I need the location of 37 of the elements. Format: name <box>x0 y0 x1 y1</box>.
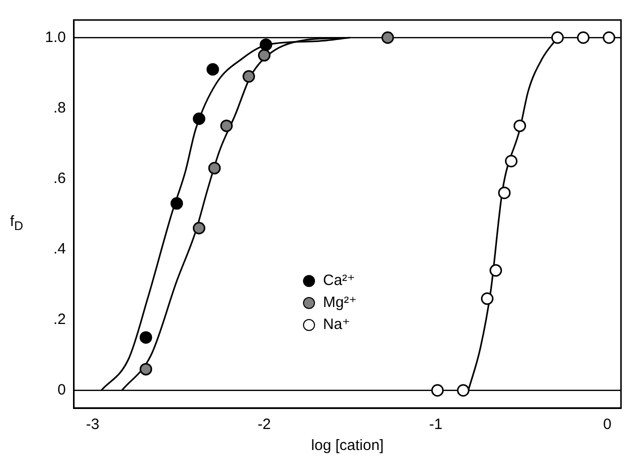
y-axis-title: f$_{D}$ <box>10 213 24 233</box>
y-tick-label: .4 <box>53 240 66 258</box>
point <box>498 186 511 200</box>
point <box>208 162 221 174</box>
point <box>514 120 526 132</box>
point <box>480 292 494 305</box>
y-tick-label: 1.0 <box>44 28 66 46</box>
point <box>170 197 184 210</box>
x-tick-label: -1 <box>429 416 442 434</box>
y-tick-label: .6 <box>53 170 66 187</box>
point <box>381 31 394 44</box>
point <box>577 31 590 44</box>
point <box>490 264 502 277</box>
x-tick-label: -3 <box>86 416 100 434</box>
legend-label: Mg²⁺ <box>323 293 357 313</box>
point <box>602 31 616 44</box>
point <box>456 384 470 397</box>
y-tick-label: .2 <box>53 310 66 328</box>
point <box>220 120 233 132</box>
point <box>242 70 256 83</box>
y-tick-label: .8 <box>53 99 66 116</box>
point <box>140 362 152 376</box>
point <box>140 331 152 344</box>
point <box>206 63 220 76</box>
legend-label: Ca²⁺ <box>323 271 356 291</box>
point <box>192 112 206 126</box>
point <box>258 49 270 62</box>
point <box>260 38 272 51</box>
x-axis-title: log [cation] <box>311 437 384 454</box>
point <box>192 222 206 234</box>
point <box>504 154 518 168</box>
point <box>551 31 564 44</box>
point <box>431 384 444 397</box>
y-tick-label: 0 <box>58 382 66 399</box>
legend-label: Na⁺ <box>323 315 350 335</box>
x-tick-label: -2 <box>258 416 271 434</box>
x-tick-label: 0 <box>603 416 612 434</box>
